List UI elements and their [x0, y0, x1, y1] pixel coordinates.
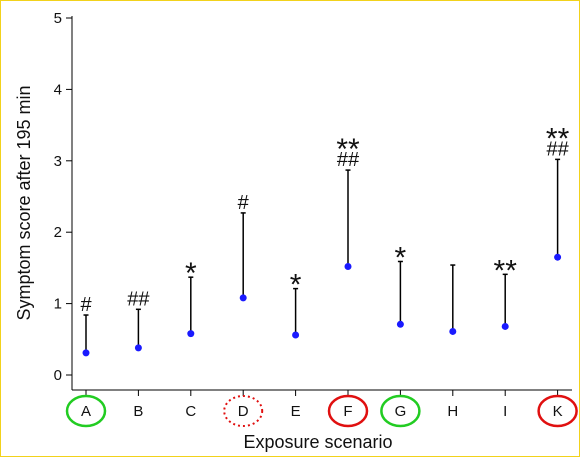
mean-point: [449, 327, 457, 335]
mean-point: [239, 294, 247, 302]
mean-point: [134, 344, 142, 352]
mean-point: [292, 331, 300, 339]
mean-point: [554, 253, 562, 261]
significance-annotation: #: [80, 294, 92, 316]
significance-annotation: **: [494, 254, 518, 287]
significance-annotations: # ##*#***##* ****##: [80, 122, 569, 316]
x-tick-label: K: [553, 403, 563, 420]
x-tick-label: D: [238, 403, 249, 420]
y-tick-label: 3: [54, 153, 62, 170]
significance-annotation: ##: [546, 138, 569, 160]
x-tick-label: G: [395, 403, 407, 420]
highlight-ellipse: [223, 395, 264, 427]
significance-annotation: **: [546, 122, 570, 155]
y-axis: 0 1 2 3 4 5: [54, 10, 72, 384]
mean-point: [396, 320, 404, 328]
significance-annotation: **: [336, 133, 360, 166]
mean-point: [344, 262, 352, 270]
mean-point: [82, 349, 90, 357]
x-axis-title: Exposure scenario: [243, 432, 392, 452]
significance-annotation: *: [185, 257, 197, 290]
highlight-ellipses: [65, 394, 578, 428]
y-tick-label: 5: [54, 10, 62, 27]
y-tick-label: 4: [54, 81, 62, 98]
x-tick-label: F: [343, 403, 352, 420]
significance-annotation: ##: [337, 149, 360, 171]
mean-point: [501, 322, 509, 330]
significance-annotation: ##: [127, 288, 150, 310]
error-bars: [83, 158, 561, 353]
significance-annotation: *: [395, 241, 407, 274]
y-tick-label: 1: [54, 296, 62, 313]
mean-point: [187, 330, 195, 338]
mean-points: [82, 253, 562, 357]
x-tick-label: B: [133, 403, 143, 420]
significance-annotation: *: [290, 269, 302, 302]
y-tick-label: 2: [54, 224, 62, 241]
highlight-ellipse: [327, 394, 369, 428]
x-tick-label: I: [503, 403, 507, 420]
highlight-ellipse: [65, 394, 107, 428]
significance-annotation: #: [238, 192, 250, 214]
x-tick-label: E: [291, 403, 301, 420]
highlight-ellipse: [380, 394, 421, 428]
x-tick-label: H: [447, 403, 458, 420]
y-tick-label: 0: [54, 367, 62, 384]
y-axis-title: Symptom score after 195 min: [14, 85, 34, 320]
x-tick-label: A: [81, 403, 91, 420]
highlight-ellipse: [537, 394, 578, 428]
x-tick-label: C: [185, 403, 196, 420]
